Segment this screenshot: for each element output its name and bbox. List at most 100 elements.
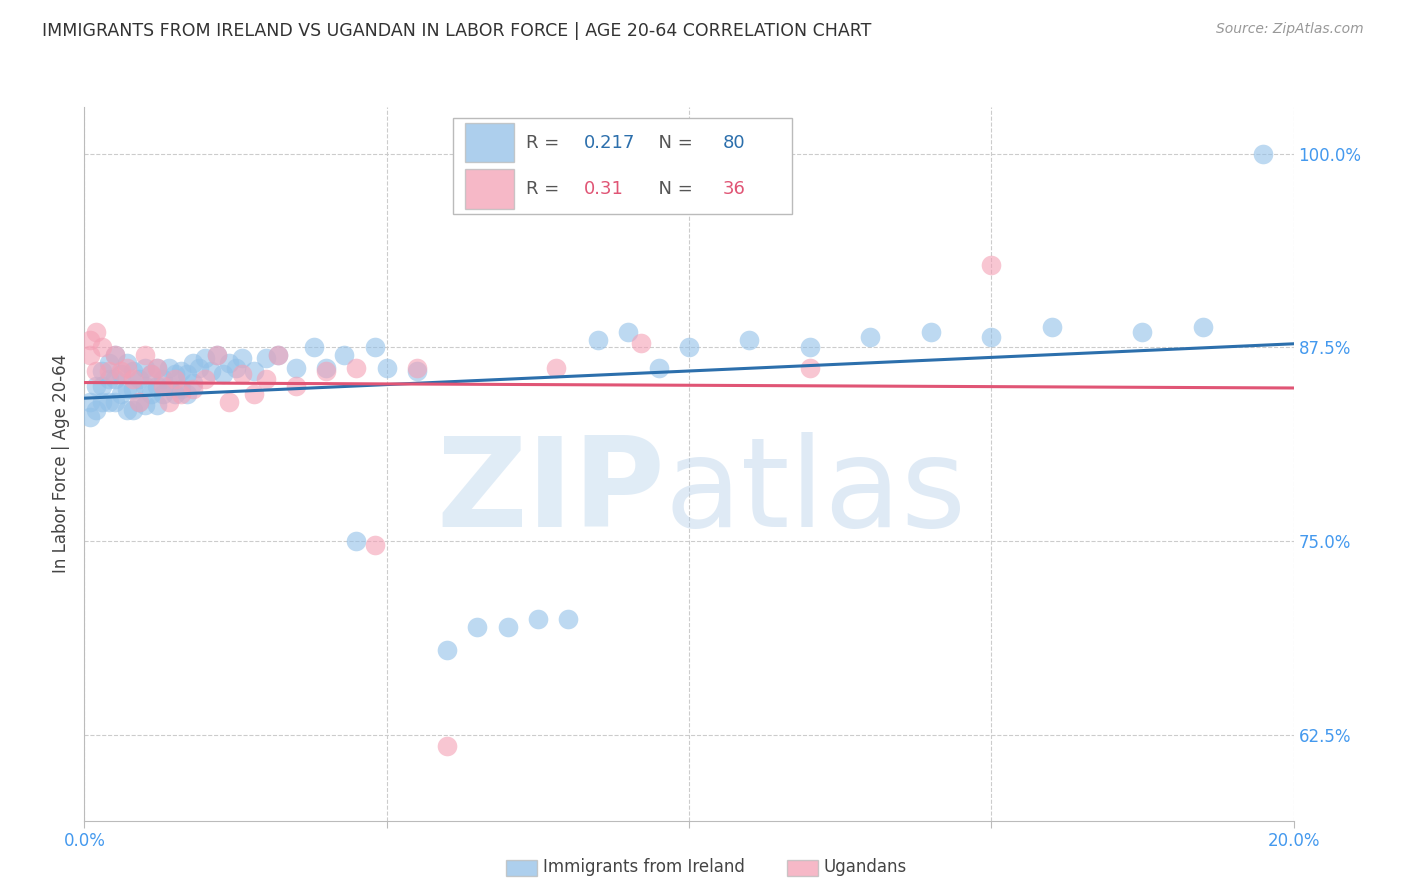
- Point: [146, 360, 169, 375]
- Point: [557, 612, 579, 626]
- Point: [97, 394, 120, 409]
- Point: [799, 341, 821, 355]
- Point: [315, 364, 337, 378]
- Point: [267, 348, 290, 362]
- Point: [110, 387, 132, 401]
- Point: [1130, 325, 1153, 339]
- Point: [104, 348, 127, 362]
- Point: [315, 360, 337, 375]
- Point: [181, 356, 204, 370]
- Point: [121, 383, 143, 397]
- Point: [1040, 320, 1063, 334]
- Point: [134, 348, 156, 362]
- Point: [121, 371, 143, 385]
- Point: [333, 348, 356, 362]
- Point: [115, 360, 138, 375]
- Point: [267, 348, 290, 362]
- Point: [346, 360, 368, 375]
- Point: [436, 739, 458, 754]
- Point: [115, 402, 138, 417]
- Point: [678, 341, 700, 355]
- Point: [121, 402, 143, 417]
- Point: [146, 379, 169, 393]
- Point: [139, 367, 162, 381]
- Point: [225, 360, 247, 375]
- Point: [406, 360, 429, 375]
- Text: Immigrants from Ireland: Immigrants from Ireland: [543, 858, 745, 876]
- Point: [163, 371, 186, 385]
- Point: [157, 394, 180, 409]
- Point: [284, 360, 308, 375]
- Point: [218, 356, 240, 370]
- Point: [231, 367, 253, 381]
- Point: [647, 360, 671, 375]
- Text: 0.217: 0.217: [583, 134, 636, 152]
- Point: [97, 364, 120, 378]
- Point: [86, 379, 108, 393]
- Point: [176, 387, 198, 401]
- Text: 0.31: 0.31: [583, 180, 624, 198]
- Point: [163, 367, 186, 381]
- Point: [170, 383, 193, 397]
- Point: [152, 387, 174, 401]
- Point: [181, 376, 204, 391]
- Point: [254, 351, 277, 366]
- Point: [284, 379, 308, 393]
- Point: [242, 364, 264, 378]
- Point: [128, 394, 150, 409]
- Point: [467, 620, 489, 634]
- FancyBboxPatch shape: [465, 169, 513, 209]
- Point: [104, 348, 127, 362]
- Point: [128, 394, 150, 409]
- Point: [436, 643, 458, 657]
- Point: [200, 364, 222, 378]
- Point: [980, 258, 1002, 272]
- Point: [128, 371, 150, 385]
- Text: N =: N =: [647, 134, 699, 152]
- Point: [152, 371, 174, 385]
- Point: [859, 329, 882, 343]
- Point: [91, 364, 114, 378]
- Point: [97, 356, 120, 370]
- FancyBboxPatch shape: [453, 118, 792, 214]
- Point: [139, 387, 162, 401]
- Point: [79, 394, 101, 409]
- Point: [157, 379, 180, 393]
- Point: [170, 387, 193, 401]
- Point: [738, 333, 761, 347]
- Text: Ugandans: Ugandans: [824, 858, 907, 876]
- Point: [1191, 320, 1213, 334]
- Text: 36: 36: [723, 180, 745, 198]
- Text: R =: R =: [526, 134, 565, 152]
- Point: [79, 333, 101, 347]
- Point: [115, 356, 138, 370]
- Point: [134, 360, 156, 375]
- Point: [91, 394, 114, 409]
- Point: [254, 371, 277, 385]
- Point: [617, 325, 640, 339]
- Point: [526, 612, 548, 626]
- Point: [97, 371, 120, 385]
- Point: [194, 351, 217, 366]
- Point: [91, 341, 114, 355]
- Point: [980, 329, 1002, 343]
- Text: R =: R =: [526, 180, 565, 198]
- Point: [134, 379, 156, 393]
- Point: [920, 325, 942, 339]
- Point: [630, 335, 652, 350]
- Point: [170, 364, 193, 378]
- Point: [375, 360, 398, 375]
- Point: [104, 371, 127, 385]
- Point: [231, 351, 253, 366]
- Point: [799, 360, 821, 375]
- Point: [406, 364, 429, 378]
- Point: [115, 383, 138, 397]
- Point: [588, 333, 610, 347]
- Text: IMMIGRANTS FROM IRELAND VS UGANDAN IN LABOR FORCE | AGE 20-64 CORRELATION CHART: IMMIGRANTS FROM IRELAND VS UGANDAN IN LA…: [42, 22, 872, 40]
- Point: [110, 367, 132, 381]
- Point: [157, 360, 180, 375]
- Point: [212, 367, 235, 381]
- Text: atlas: atlas: [665, 432, 967, 553]
- Point: [110, 364, 132, 378]
- Point: [146, 360, 169, 375]
